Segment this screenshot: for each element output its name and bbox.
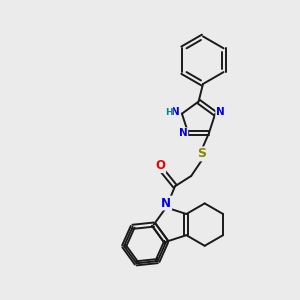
Text: N: N bbox=[178, 128, 188, 138]
Text: S: S bbox=[197, 147, 206, 161]
Text: O: O bbox=[155, 159, 165, 172]
Text: N: N bbox=[216, 107, 225, 117]
Text: N: N bbox=[171, 107, 180, 117]
Text: H: H bbox=[165, 108, 172, 117]
Text: N: N bbox=[161, 196, 171, 209]
